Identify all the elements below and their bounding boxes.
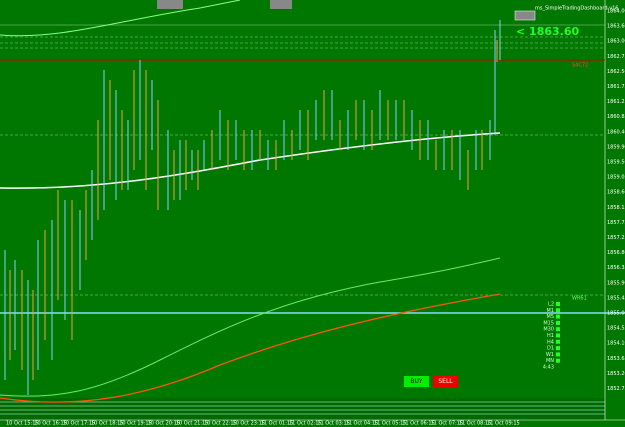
timeframe-label: L2 xyxy=(548,302,554,308)
ma-line xyxy=(0,132,501,189)
y-axis-label: 1853.20 xyxy=(607,371,625,377)
y-axis-label: 1863.60 xyxy=(607,24,625,30)
timeframe-label: D1 xyxy=(547,346,554,352)
y-axis-label: 1860.40 xyxy=(607,129,625,135)
level-label: WR61 xyxy=(572,296,587,302)
timeframe-label: W1 xyxy=(546,352,554,358)
y-axis-label: 1862.50 xyxy=(607,69,625,75)
y-axis-label: 1861.75 xyxy=(607,84,625,90)
x-axis-label: 11 Oct 01:15 xyxy=(261,421,294,427)
timeframe-dot xyxy=(556,352,560,357)
timeframe-label: M30 xyxy=(543,327,554,333)
x-axis-label: 10 Oct 22:15 xyxy=(204,421,237,427)
x-axis-label: 11 Oct 04:15 xyxy=(346,421,379,427)
ma-line xyxy=(0,293,501,403)
y-axis-label: 1856.35 xyxy=(607,265,625,271)
timeframe-dot xyxy=(556,346,560,351)
bottom-lines xyxy=(0,401,605,415)
x-axis-label: 10 Oct 16:15 xyxy=(34,421,67,427)
x-axis-label: 11 Oct 05:15 xyxy=(374,421,407,427)
y-axis-label: 1859.90 xyxy=(607,144,625,150)
object-box xyxy=(514,10,536,21)
price-bars xyxy=(4,20,501,395)
timeframe-dot xyxy=(556,308,560,313)
dashed-levels xyxy=(0,36,605,296)
y-axis-label: 1861.25 xyxy=(607,99,625,105)
x-axis-label: 10 Oct 21:15 xyxy=(176,421,209,427)
ma-line xyxy=(0,257,501,397)
y-axis-label: 1852.75 xyxy=(607,386,625,392)
x-axis-label: 10 Oct 19:15 xyxy=(119,421,152,427)
x-axis-label: 11 Oct 02:15 xyxy=(289,421,322,427)
x-axis-label: 10 Oct 20:15 xyxy=(148,421,181,427)
buy-button-label[interactable]: BUY xyxy=(410,378,423,385)
timeframe-dot xyxy=(556,358,560,363)
y-axis-label: 1853.65 xyxy=(607,356,625,362)
y-axis-label: 1859.50 xyxy=(607,160,625,166)
timeframe-label: M1 xyxy=(547,308,555,314)
timeframe-dot xyxy=(556,327,560,332)
timer: 4:43 xyxy=(543,365,554,371)
x-axis-label: 11 Oct 07:15 xyxy=(431,421,464,427)
timeframe-label: H1 xyxy=(547,333,554,339)
x-axis-label: 11 Oct 08:15 xyxy=(459,421,492,427)
y-axis-label: 1855.45 xyxy=(607,295,625,301)
ma-line xyxy=(0,0,241,37)
y-axis-label: 1856.80 xyxy=(607,250,625,256)
y-axis-label: 1864.00 xyxy=(607,9,625,15)
x-axis-label: 11 Oct 06:15 xyxy=(402,421,435,427)
x-axis-label: 11 Oct 09:15 xyxy=(487,421,520,427)
timeframe-label: M15 xyxy=(543,320,554,326)
timeframe-dot xyxy=(556,314,560,319)
x-axis-label: 10 Oct 17:15 xyxy=(63,421,96,427)
timeframe-dot xyxy=(556,320,560,325)
y-axis-label: 1855.00 xyxy=(607,311,625,317)
buy-button[interactable] xyxy=(404,376,429,387)
object-box xyxy=(270,0,292,9)
timeframe-dot xyxy=(556,333,560,338)
y-axis-label: 1855.90 xyxy=(607,280,625,286)
y-axis-label: 1857.25 xyxy=(607,235,625,241)
x-axis-label: 10 Oct 18:15 xyxy=(91,421,124,427)
x-axis-label: 10 Oct 15:15 xyxy=(6,421,39,427)
price-label: < 1863.60 xyxy=(516,25,579,38)
y-axis-label: 1860.85 xyxy=(607,114,625,120)
y-axis-label: 1862.75 xyxy=(607,54,625,60)
y-axis-label: 1858.60 xyxy=(607,190,625,196)
timeframe-label: MN xyxy=(546,358,554,364)
indicator-name: ms_SimpleTradingDashboard v16 xyxy=(535,6,618,12)
dynamic-labels: 1864.00 1863.60 1863.00 1862.75 1862.50 1861.… xyxy=(6,9,625,427)
x-axis-label: 10 Oct 23:15 xyxy=(232,421,265,427)
y-axis-label: 1858.15 xyxy=(607,205,625,211)
x-axis-label: 11 Oct 03:15 xyxy=(317,421,350,427)
timeframe-dot xyxy=(556,302,560,306)
price-bars xyxy=(9,40,498,380)
y-axis-label: 1859.05 xyxy=(607,175,625,181)
object-box xyxy=(157,0,183,9)
y-axis-label: 1857.75 xyxy=(607,220,625,226)
sell-button-label[interactable]: SELL xyxy=(438,378,453,385)
level-label: S4C72 xyxy=(572,63,588,69)
y-axis-label: 1854.10 xyxy=(607,341,625,347)
timeframe-label: H4 xyxy=(547,339,554,345)
timeframe-dot xyxy=(556,339,560,344)
y-axis-label: 1854.55 xyxy=(607,326,625,332)
sell-button[interactable] xyxy=(433,376,458,387)
y-axis-label: 1863.00 xyxy=(607,39,625,45)
scroll-band xyxy=(0,398,605,420)
timeframe-label: M5 xyxy=(547,314,555,320)
